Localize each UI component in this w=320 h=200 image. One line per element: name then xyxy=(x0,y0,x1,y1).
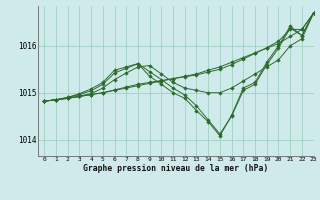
X-axis label: Graphe pression niveau de la mer (hPa): Graphe pression niveau de la mer (hPa) xyxy=(84,164,268,173)
